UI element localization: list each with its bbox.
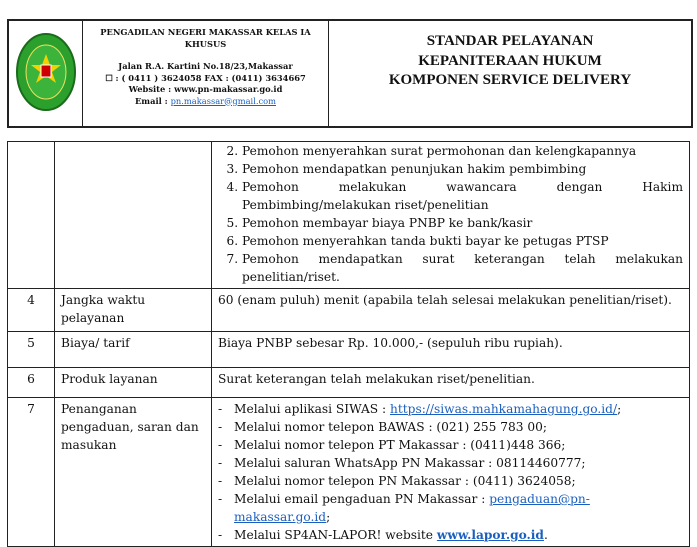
row-label: Jangka waktu pelayanan [54, 288, 212, 332]
channel-link[interactable]: pengaduan@pn-makassar.go.id [234, 492, 590, 524]
procedure-step: Pemohon mendapatkan penunjukan hakim pem… [242, 160, 683, 178]
court-logo-icon [16, 33, 76, 111]
row-number: 5 [7, 331, 55, 368]
table-row: Pemohon menyerahkan surat permohonan dan… [7, 141, 690, 289]
complaint-channel: Melalui aplikasi SIWAS : https://siwas.m… [218, 400, 683, 418]
row-label: Produk layanan [54, 367, 212, 398]
procedure-step: Pemohon menyerahkan surat permohonan dan… [242, 142, 683, 160]
title-line: KOMPONEN SERVICE DELIVERY [388, 72, 632, 88]
row-value: Biaya PNBP sebesar Rp. 10.000,- (sepuluh… [211, 331, 690, 368]
procedure-cell: Pemohon menyerahkan surat permohonan dan… [211, 141, 690, 289]
org-name: PENGADILAN NEGERI MAKASSAR KELAS IA KHUS… [100, 27, 311, 49]
channel-text: Melalui nomor telepon PT Makassar : (041… [234, 438, 566, 452]
row-value: Surat keterangan telah melakukan riset/p… [211, 367, 690, 398]
procedure-list: Pemohon menyerahkan surat permohonan dan… [218, 142, 683, 286]
procedure-step: Pemohon melakukan wawancara dengan Hakim… [242, 178, 683, 214]
website: Website : www.pn-makassar.go.id [128, 84, 283, 94]
email-label: Email : [134, 95, 171, 106]
complaint-channel-list: Melalui aplikasi SIWAS : https://siwas.m… [218, 400, 683, 544]
table-row: 6 Produk layanan Surat keterangan telah … [7, 367, 690, 398]
court-info: PENGADILAN NEGERI MAKASSAR KELAS IA KHUS… [83, 21, 329, 126]
procedure-step: Pemohon mendapatkan surat keterangan tel… [242, 250, 683, 286]
complaint-channel: Melalui nomor telepon PN Makassar : (041… [218, 472, 683, 490]
service-standard-table: Pemohon menyerahkan surat permohonan dan… [7, 141, 690, 547]
channel-text: Melalui nomor telepon PN Makassar : (041… [234, 474, 576, 488]
complaint-channel: Melalui email pengaduan PN Makassar : pe… [218, 490, 683, 526]
complaint-channel: Melalui saluran WhatsApp PN Makassar : 0… [218, 454, 683, 472]
channel-text: Melalui email pengaduan PN Makassar : [234, 492, 490, 506]
procedure-step: Pemohon menyerahkan tanda bukti bayar ke… [242, 232, 683, 250]
document-title: STANDAR PELAYANAN KEPANITERAAN HUKUM KOM… [329, 21, 691, 126]
table-row: 5 Biaya/ tarif Biaya PNBP sebesar Rp. 10… [7, 331, 690, 368]
row-number: 4 [7, 288, 55, 332]
complaint-channel: Melalui SP4AN-LAPOR! website www.lapor.g… [218, 526, 683, 544]
channel-suffix: ; [617, 402, 622, 416]
row-label: Penanganan pengaduan, saran dan masukan [54, 397, 212, 547]
complaint-channel: Melalui nomor telepon BAWAS : (021) 255 … [218, 418, 683, 436]
channel-text: Melalui nomor telepon BAWAS : (021) 255 … [234, 420, 547, 434]
email-link[interactable]: pn.makassar@gmail.com [170, 95, 276, 106]
complaints-cell: Melalui aplikasi SIWAS : https://siwas.m… [211, 397, 690, 547]
row-label: Biaya/ tarif [54, 331, 212, 368]
channel-text: Melalui saluran WhatsApp PN Makassar : 0… [234, 456, 586, 470]
channel-text: Melalui aplikasi SIWAS : [234, 402, 391, 416]
letterhead: PENGADILAN NEGERI MAKASSAR KELAS IA KHUS… [7, 19, 693, 128]
phone-icon: ☐ [105, 72, 116, 83]
row-value: 60 (enam puluh) menit (apabila telah sel… [211, 288, 690, 332]
channel-link[interactable]: https://siwas.mahkamahagung.go.id/ [390, 402, 618, 416]
phone-fax: : ( 0411 ) 3624058 FAX : (0411) 3634667 [115, 72, 306, 83]
address: Jalan R.A. Kartini No.18/23,Makassar [118, 61, 293, 71]
row-number: 7 [7, 397, 55, 547]
channel-text: Melalui SP4AN-LAPOR! website [234, 528, 437, 542]
complaint-channel: Melalui nomor telepon PT Makassar : (041… [218, 436, 683, 454]
logo-cell [9, 21, 83, 126]
procedure-step: Pemohon membayar biaya PNBP ke bank/kasi… [242, 214, 683, 232]
channel-link[interactable]: www.lapor.go.id [436, 528, 544, 542]
title-line: KEPANITERAAN HUKUM [418, 52, 602, 69]
title-line: STANDAR PELAYANAN [426, 33, 594, 49]
channel-suffix: . [543, 528, 548, 542]
row-number: 6 [7, 367, 55, 398]
channel-suffix: ; [326, 510, 331, 524]
table-row: 4 Jangka waktu pelayanan 60 (enam puluh)… [7, 288, 690, 332]
table-row: 7 Penanganan pengaduan, saran dan masuka… [7, 397, 690, 547]
